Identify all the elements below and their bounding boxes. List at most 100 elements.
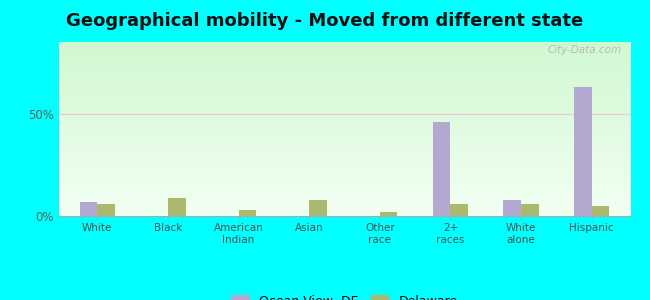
Bar xyxy=(58,68,630,70)
Bar xyxy=(58,155,630,157)
Bar xyxy=(58,157,630,159)
Bar xyxy=(58,85,630,87)
Bar xyxy=(58,178,630,179)
Bar xyxy=(58,188,630,190)
Bar xyxy=(58,197,630,199)
Bar xyxy=(58,207,630,209)
Bar xyxy=(58,141,630,143)
Bar xyxy=(80,202,98,216)
Bar xyxy=(380,212,397,216)
Bar xyxy=(58,66,630,68)
Bar xyxy=(58,96,630,98)
Bar xyxy=(58,75,630,77)
Bar xyxy=(58,47,630,49)
Text: City-Data.com: City-Data.com xyxy=(548,46,622,56)
Bar xyxy=(58,169,630,171)
Bar xyxy=(58,106,630,108)
Bar xyxy=(503,200,521,216)
Bar xyxy=(58,133,630,134)
Bar xyxy=(58,200,630,202)
Bar xyxy=(58,92,630,94)
Bar xyxy=(58,125,630,127)
Bar xyxy=(58,115,630,117)
Bar xyxy=(58,209,630,211)
Text: Geographical mobility - Moved from different state: Geographical mobility - Moved from diffe… xyxy=(66,12,584,30)
Bar xyxy=(58,44,630,46)
Bar xyxy=(168,198,186,216)
Bar xyxy=(58,152,630,153)
Bar xyxy=(58,84,630,85)
Bar xyxy=(58,112,630,113)
Bar xyxy=(58,120,630,122)
Bar xyxy=(58,79,630,80)
Bar xyxy=(58,214,630,216)
Bar xyxy=(58,211,630,212)
Bar xyxy=(58,80,630,82)
Bar xyxy=(58,131,630,133)
Bar xyxy=(58,51,630,52)
Bar xyxy=(58,122,630,124)
Bar xyxy=(58,77,630,79)
Bar xyxy=(58,172,630,174)
Bar xyxy=(58,94,630,96)
Bar xyxy=(58,129,630,131)
Bar xyxy=(58,150,630,152)
Bar xyxy=(58,160,630,162)
Bar xyxy=(58,54,630,56)
Bar xyxy=(58,64,630,66)
Bar xyxy=(58,113,630,115)
Bar xyxy=(309,200,327,216)
Bar xyxy=(58,194,630,195)
Bar xyxy=(521,204,539,216)
Bar xyxy=(58,73,630,75)
Bar xyxy=(58,91,630,92)
Bar xyxy=(58,127,630,129)
Bar xyxy=(58,159,630,160)
Bar xyxy=(58,118,630,120)
Bar xyxy=(58,176,630,178)
Bar xyxy=(58,82,630,84)
Bar xyxy=(58,58,630,59)
Bar xyxy=(58,140,630,141)
Bar xyxy=(58,174,630,176)
Bar xyxy=(58,59,630,61)
Bar xyxy=(58,186,630,188)
Bar xyxy=(58,108,630,110)
Bar xyxy=(58,63,630,64)
Bar xyxy=(58,199,630,200)
Bar xyxy=(58,101,630,103)
Bar xyxy=(58,49,630,51)
Bar xyxy=(58,105,630,106)
Bar xyxy=(58,185,630,186)
Bar xyxy=(58,179,630,181)
Bar xyxy=(58,52,630,54)
Bar xyxy=(58,110,630,112)
Bar xyxy=(58,181,630,183)
Legend: Ocean View, DE, Delaware: Ocean View, DE, Delaware xyxy=(225,288,464,300)
Bar xyxy=(58,171,630,172)
Bar xyxy=(58,167,630,169)
Bar xyxy=(58,166,630,167)
Bar xyxy=(58,117,630,118)
Bar xyxy=(58,134,630,136)
Bar xyxy=(58,136,630,138)
Bar xyxy=(58,146,630,148)
Bar xyxy=(58,70,630,72)
Bar xyxy=(58,148,630,150)
Bar xyxy=(58,192,630,194)
Bar xyxy=(58,103,630,105)
Bar xyxy=(58,145,630,146)
Bar xyxy=(58,89,630,91)
Bar xyxy=(58,164,630,166)
Bar xyxy=(58,46,630,47)
Bar xyxy=(239,210,256,216)
Bar xyxy=(58,56,630,58)
Bar xyxy=(574,87,592,216)
Bar xyxy=(98,204,115,216)
Bar xyxy=(58,143,630,145)
Bar xyxy=(58,183,630,185)
Bar xyxy=(450,204,468,216)
Bar xyxy=(592,206,609,216)
Bar xyxy=(58,138,630,140)
Bar xyxy=(58,206,630,207)
